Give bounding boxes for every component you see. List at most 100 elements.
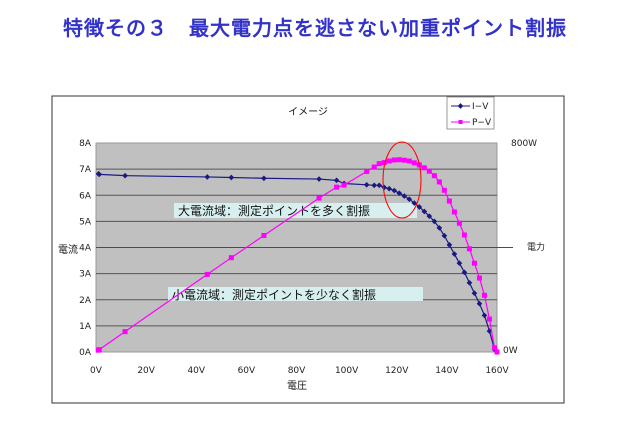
pv-point: [476, 275, 482, 281]
iv-point: [261, 175, 267, 182]
pv-point: [376, 161, 382, 167]
annotation-high-current-bg: [174, 203, 417, 218]
x-tick-label: 160V: [485, 366, 509, 376]
legend: I−V P−V: [446, 96, 495, 130]
slide-title: 特徴その３ 最大電力点を逃さない加重ポイント割振: [63, 16, 567, 40]
legend-iv-marker: [457, 103, 464, 109]
pv-point: [96, 347, 102, 353]
iv-point: [456, 260, 463, 267]
y-tick-label: 8A: [79, 139, 92, 149]
annotation-high-current: 大電流域：測定ポイントを多く割振: [178, 203, 370, 218]
iv-point: [371, 182, 378, 189]
y2-tick-label: 0W: [503, 346, 518, 356]
pv-point: [228, 255, 234, 261]
pv-point: [411, 160, 417, 166]
pv-point: [421, 165, 427, 171]
y-tick-label: 6A: [79, 191, 92, 201]
pv-point: [316, 195, 322, 201]
pv-point: [406, 158, 412, 164]
y-axis-label: 電流: [58, 243, 78, 256]
pv-point: [466, 246, 472, 252]
y-tick-label: 5A: [79, 217, 92, 227]
pv-point: [456, 220, 462, 226]
iv-point: [446, 242, 453, 248]
iv-point: [461, 269, 468, 276]
pv-point: [122, 329, 128, 335]
pv-point: [371, 164, 377, 170]
y-tick-label: 1A: [79, 322, 92, 332]
y2-axis-label: 電力: [527, 241, 545, 253]
pv-point: [494, 349, 500, 355]
legend-pv-marker: [458, 120, 463, 124]
iv-point: [204, 174, 211, 180]
pv-point: [431, 173, 437, 179]
pv-point: [391, 157, 397, 163]
iv-point: [411, 200, 418, 206]
iv-point: [466, 279, 473, 286]
pv-point: [364, 168, 370, 174]
y2-tick-label: 800W: [511, 139, 537, 149]
annotation-low-current: 小電流域：測定ポイントを少なく割振: [172, 287, 376, 302]
iv-point: [451, 251, 458, 257]
iv-point: [396, 190, 403, 196]
pv-point: [204, 271, 210, 277]
iv-point: [441, 232, 448, 239]
pv-point: [401, 157, 407, 163]
legend-pv-label: P−V: [472, 118, 492, 128]
pv-point: [451, 209, 457, 215]
x-tick-label: 80V: [288, 366, 306, 376]
pv-point: [461, 232, 467, 238]
chart-title: イメージ: [288, 107, 328, 118]
iv-point: [426, 213, 433, 219]
x-axis-label: 電圧: [287, 380, 307, 392]
iv-point: [386, 185, 393, 192]
pv-point: [386, 158, 392, 164]
pv-point: [426, 168, 432, 174]
iv-point: [96, 171, 103, 178]
x-tick-label: 40V: [187, 366, 205, 376]
iv-point: [471, 290, 478, 297]
pv-point: [471, 260, 477, 266]
y-tick-label: 7A: [79, 165, 92, 175]
iv-point: [421, 208, 428, 215]
iv-point: [481, 312, 488, 319]
pv-point: [446, 198, 452, 204]
iv-point: [401, 193, 408, 199]
pv-point: [441, 187, 447, 193]
pv-point: [261, 232, 267, 238]
legend-iv-label: I−V: [472, 102, 489, 112]
iv-point: [228, 174, 235, 181]
annotation-low-current-bg: [168, 287, 423, 301]
x-tick-label: 0V: [90, 366, 103, 376]
iv-point: [391, 187, 398, 194]
mpp-highlight-ellipse: [382, 141, 422, 219]
pv-point: [381, 160, 387, 166]
x-tick-label: 120V: [385, 366, 409, 376]
iv-point: [476, 300, 483, 307]
pv-point: [436, 179, 442, 185]
pv-point: [396, 157, 402, 163]
iv-point: [333, 177, 340, 184]
y-tick-label: 3A: [79, 270, 92, 280]
x-tick-label: 140V: [435, 366, 459, 376]
iv-point: [316, 176, 322, 182]
x-tick-label: 60V: [238, 366, 256, 376]
iv-point: [376, 182, 383, 189]
iv-point: [436, 225, 443, 231]
y-tick-label: 2A: [79, 296, 92, 306]
pv-point: [341, 182, 347, 188]
pv-point: [491, 345, 497, 351]
x-tick-label: 20V: [137, 366, 155, 376]
x-tick-label: 100V: [335, 366, 359, 376]
pv-point: [486, 316, 492, 322]
iv-point: [416, 204, 423, 210]
pv-point: [334, 184, 340, 190]
iv-point: [431, 218, 438, 225]
y-tick-label: 0A: [79, 348, 92, 358]
iv-point: [122, 172, 128, 179]
pv-point: [481, 292, 487, 298]
iv-point: [363, 181, 370, 188]
iv-point: [406, 196, 413, 202]
